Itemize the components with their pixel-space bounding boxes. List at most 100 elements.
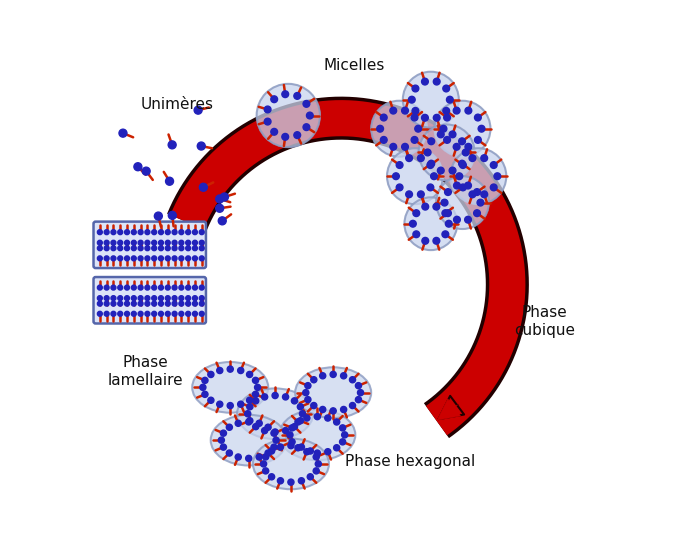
Circle shape xyxy=(315,461,321,467)
Circle shape xyxy=(271,430,277,436)
Circle shape xyxy=(277,444,283,450)
Circle shape xyxy=(413,231,419,237)
Circle shape xyxy=(330,408,336,414)
Circle shape xyxy=(474,210,480,217)
Circle shape xyxy=(453,107,460,114)
Circle shape xyxy=(227,366,233,372)
Circle shape xyxy=(151,296,156,301)
Circle shape xyxy=(355,382,362,388)
Circle shape xyxy=(411,114,418,121)
Circle shape xyxy=(199,296,205,301)
Circle shape xyxy=(111,246,116,251)
Circle shape xyxy=(193,296,198,301)
Circle shape xyxy=(172,246,177,251)
Circle shape xyxy=(172,301,177,306)
Circle shape xyxy=(199,256,205,261)
Circle shape xyxy=(298,444,304,450)
Circle shape xyxy=(411,137,418,143)
Circle shape xyxy=(341,432,348,438)
Circle shape xyxy=(283,394,289,400)
Circle shape xyxy=(450,148,506,204)
Circle shape xyxy=(218,217,226,225)
Circle shape xyxy=(179,296,184,301)
Circle shape xyxy=(436,176,489,229)
Circle shape xyxy=(299,410,306,417)
Circle shape xyxy=(303,124,310,131)
Circle shape xyxy=(199,230,205,235)
Circle shape xyxy=(138,240,143,245)
Circle shape xyxy=(200,384,206,391)
Circle shape xyxy=(193,285,198,290)
Circle shape xyxy=(131,285,136,290)
Circle shape xyxy=(104,230,109,235)
Circle shape xyxy=(124,240,129,245)
Circle shape xyxy=(158,246,163,251)
Circle shape xyxy=(216,204,223,212)
Circle shape xyxy=(202,377,208,383)
Circle shape xyxy=(271,96,278,102)
Circle shape xyxy=(145,240,150,245)
Circle shape xyxy=(295,419,301,425)
Circle shape xyxy=(124,301,129,306)
Circle shape xyxy=(179,240,184,245)
Circle shape xyxy=(134,163,142,171)
Circle shape xyxy=(179,311,184,316)
Circle shape xyxy=(265,424,271,430)
Circle shape xyxy=(138,296,143,301)
Circle shape xyxy=(247,418,253,424)
Circle shape xyxy=(151,230,156,235)
Circle shape xyxy=(260,461,267,467)
Circle shape xyxy=(142,167,150,175)
Circle shape xyxy=(111,301,116,306)
Circle shape xyxy=(158,301,163,306)
Circle shape xyxy=(294,93,301,99)
Circle shape xyxy=(408,96,415,103)
Circle shape xyxy=(442,231,449,237)
Circle shape xyxy=(282,91,288,98)
Circle shape xyxy=(179,230,184,235)
Circle shape xyxy=(314,414,320,420)
Circle shape xyxy=(104,246,109,251)
Circle shape xyxy=(246,419,252,425)
Circle shape xyxy=(199,301,205,306)
Circle shape xyxy=(98,285,103,290)
Circle shape xyxy=(154,212,163,220)
Circle shape xyxy=(481,155,488,161)
Circle shape xyxy=(262,394,268,400)
FancyBboxPatch shape xyxy=(94,277,206,323)
Circle shape xyxy=(186,296,191,301)
Circle shape xyxy=(165,256,170,261)
Circle shape xyxy=(305,397,311,403)
Text: Phase
cubique: Phase cubique xyxy=(514,305,575,338)
Circle shape xyxy=(255,384,260,391)
Circle shape xyxy=(118,246,123,251)
Circle shape xyxy=(138,230,143,235)
Circle shape xyxy=(118,296,123,301)
Circle shape xyxy=(478,125,485,132)
Circle shape xyxy=(422,237,429,244)
Circle shape xyxy=(445,188,452,196)
Circle shape xyxy=(438,131,444,138)
Circle shape xyxy=(124,256,129,261)
Text: Unimères: Unimères xyxy=(141,98,214,112)
Circle shape xyxy=(98,246,103,251)
Circle shape xyxy=(297,418,304,424)
Circle shape xyxy=(104,256,109,261)
Circle shape xyxy=(433,237,440,244)
Circle shape xyxy=(138,285,143,290)
Circle shape xyxy=(98,301,103,306)
Circle shape xyxy=(307,448,313,454)
Circle shape xyxy=(193,311,198,316)
Circle shape xyxy=(193,301,198,306)
Circle shape xyxy=(339,439,346,445)
Circle shape xyxy=(226,450,232,456)
Circle shape xyxy=(198,142,205,150)
Circle shape xyxy=(271,128,278,135)
Circle shape xyxy=(124,285,129,290)
Circle shape xyxy=(417,191,424,198)
Circle shape xyxy=(440,125,447,132)
Circle shape xyxy=(193,256,198,261)
Circle shape xyxy=(119,129,127,137)
Circle shape xyxy=(419,125,475,180)
Circle shape xyxy=(158,285,163,290)
